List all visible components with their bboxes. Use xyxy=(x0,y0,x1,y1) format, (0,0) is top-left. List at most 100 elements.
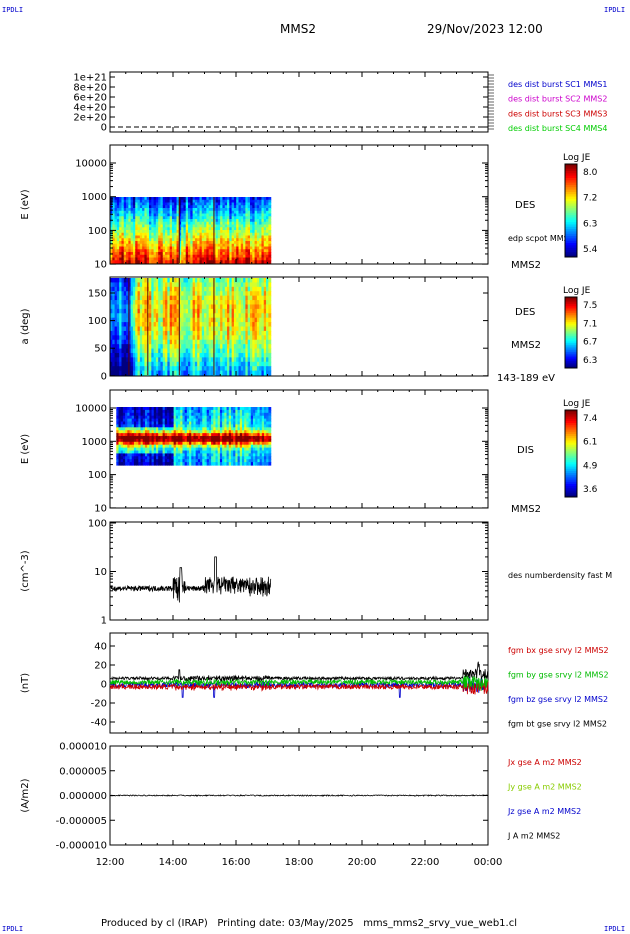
heatmap-cell xyxy=(130,260,134,264)
heatmap-cell xyxy=(208,326,212,332)
heatmap-cell xyxy=(190,197,194,201)
heatmap-cell xyxy=(224,224,228,228)
heatmap-cell xyxy=(125,456,128,460)
heatmap-cell xyxy=(201,224,205,228)
heatmap-cell xyxy=(229,216,233,220)
heatmap-cell xyxy=(240,221,244,226)
colorbar-2-tick-label: 6.7 xyxy=(583,338,597,348)
heatmap-cell xyxy=(231,322,235,328)
heatmap-cell xyxy=(239,421,243,425)
heatmap-cell xyxy=(190,221,194,226)
heatmap-cell xyxy=(224,344,228,350)
heatmap-cell xyxy=(261,221,265,226)
heatmap-cell xyxy=(132,348,136,354)
heatmap-cell xyxy=(121,291,125,297)
heatmap-cell xyxy=(190,249,194,253)
colorbar-1-cell xyxy=(565,212,577,216)
heatmap-cell xyxy=(149,202,152,206)
heatmap-cell xyxy=(215,313,219,319)
heatmap-cell xyxy=(231,304,235,310)
heatmap-cell xyxy=(201,221,205,226)
heatmap-cell xyxy=(204,418,208,423)
heatmap-cell xyxy=(256,254,260,259)
heatmap-cell xyxy=(190,361,194,367)
heatmap-cell xyxy=(238,243,242,248)
heatmap-cell xyxy=(192,238,196,242)
heatmap-cell xyxy=(206,241,210,245)
heatmap-cell xyxy=(233,254,237,259)
heatmap-cell xyxy=(263,278,267,284)
heatmap-cell xyxy=(192,213,196,217)
heatmap-cell xyxy=(202,456,206,460)
heatmap-cell xyxy=(181,249,185,253)
heatmap-cell xyxy=(224,243,228,248)
heatmap-cell xyxy=(151,216,155,220)
heatmap-cell xyxy=(192,366,196,372)
heatmap-cell xyxy=(224,230,228,234)
heatmap-cell xyxy=(183,282,187,288)
heatmap-cell xyxy=(137,330,141,336)
heatmap-cell xyxy=(128,260,132,264)
heatmap-cell xyxy=(164,409,168,414)
heatmap-cell xyxy=(194,278,198,284)
heatmap-cell xyxy=(112,339,116,345)
heatmap-cell xyxy=(206,366,210,372)
heatmap-cell xyxy=(213,335,217,341)
heatmap-cell xyxy=(151,219,155,223)
heatmap-cell xyxy=(118,409,122,414)
heatmap-cell xyxy=(188,208,191,212)
heatmap-cell xyxy=(206,370,210,376)
heatmap-cell xyxy=(132,210,136,215)
heatmap-cell xyxy=(153,326,157,332)
heatmap-cell xyxy=(215,254,219,259)
heatmap-cell xyxy=(160,202,164,206)
heatmap-cell xyxy=(149,339,152,345)
heatmap-cell xyxy=(211,427,214,431)
heatmap-cell xyxy=(184,444,188,449)
colorbar-1-cell xyxy=(565,191,577,195)
heatmap-cell xyxy=(261,427,265,431)
heatmap-cell xyxy=(155,308,159,314)
heatmap-cell xyxy=(215,438,219,443)
heatmap-cell xyxy=(155,246,159,250)
heatmap-cell xyxy=(137,208,141,212)
heatmap-cell xyxy=(201,205,205,209)
heatmap-cell xyxy=(167,357,171,363)
heatmap-cell xyxy=(178,308,182,314)
heatmap-cell xyxy=(261,213,265,217)
heatmap-cell xyxy=(153,450,157,454)
heatmap-cell xyxy=(194,322,198,328)
heatmap-cell xyxy=(215,249,219,253)
heatmap-cell xyxy=(245,295,249,301)
heatmap-cell xyxy=(167,430,170,434)
heatmap-cell xyxy=(155,450,159,454)
heatmap-cell xyxy=(116,447,120,452)
heatmap-cell xyxy=(174,335,178,341)
heatmap-cell xyxy=(230,415,234,420)
heatmap-cell xyxy=(116,317,120,323)
heatmap-cell xyxy=(138,409,142,414)
heatmap-cell xyxy=(215,456,219,460)
heatmap-cell xyxy=(169,427,173,431)
heatmap-cell xyxy=(231,370,235,376)
heatmap-cell xyxy=(227,344,230,350)
heatmap-cell xyxy=(191,444,195,449)
heatmap-cell xyxy=(188,221,191,226)
heatmap-cell xyxy=(171,254,175,259)
heatmap-cell xyxy=(121,221,125,226)
heatmap-cell xyxy=(169,300,173,306)
heatmap-cell xyxy=(110,352,113,358)
heatmap-cell xyxy=(222,444,225,449)
heatmap-cell xyxy=(227,210,230,215)
heatmap-cell xyxy=(151,291,155,297)
heatmap-cell xyxy=(118,459,122,463)
heatmap-cell xyxy=(146,219,150,223)
heatmap-cell xyxy=(128,308,132,314)
heatmap-cell xyxy=(142,361,146,367)
heatmap-cell xyxy=(153,407,157,411)
heatmap-cell xyxy=(132,313,136,319)
heatmap-cell xyxy=(165,213,168,217)
heatmap-cell xyxy=(229,202,233,206)
heatmap-cell xyxy=(122,418,126,423)
heatmap-cell xyxy=(245,326,249,332)
